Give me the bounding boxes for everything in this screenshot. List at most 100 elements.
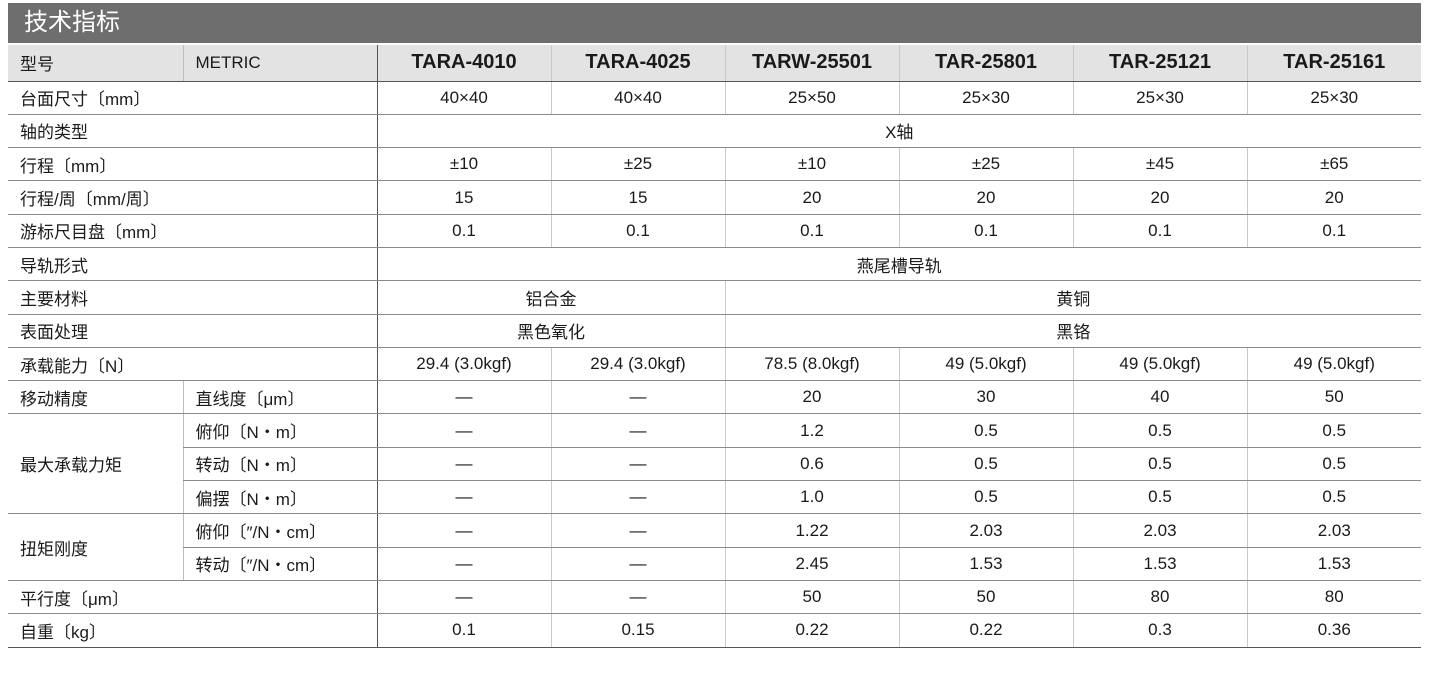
cell: —: [376, 547, 551, 581]
row-label: 游标尺目盘〔mm〕: [8, 214, 377, 248]
cell: 40×40: [376, 81, 551, 115]
row: 台面尺寸〔mm〕 40×40 40×40 25×50 25×30 25×30 25×30: [8, 81, 1421, 115]
cell: 燕尾槽导轨: [376, 247, 1421, 282]
cell: —: [376, 413, 551, 448]
cell: 78.5 (8.0kgf): [724, 347, 899, 382]
row: 行程/周〔mm/周〕 15 15 20 20 20 20: [8, 180, 1421, 215]
sub-label: 偏摆〔N・m〕: [182, 480, 377, 515]
cell: 1.53: [1246, 547, 1421, 581]
cell: 0.1: [1072, 214, 1247, 248]
cell: —: [550, 447, 725, 482]
cell: —: [376, 447, 551, 482]
cell: 0.1: [898, 214, 1073, 248]
sub-label: 俯仰〔N・m〕: [182, 413, 377, 448]
cell: 2.45: [724, 547, 899, 581]
cell: 50: [724, 580, 899, 615]
header-label: 型号: [8, 45, 183, 82]
cell: 0.22: [724, 613, 899, 648]
row-label: 移动精度: [8, 380, 183, 415]
row: 导轨形式 燕尾槽导轨: [8, 247, 1421, 282]
cell: 0.15: [550, 613, 725, 648]
cell: 50: [898, 580, 1073, 615]
cell: 25×30: [1072, 81, 1247, 115]
cell: 0.5: [898, 413, 1073, 448]
cell: 1.2: [724, 413, 899, 448]
row-label: 台面尺寸〔mm〕: [8, 81, 377, 115]
cell: 0.3: [1072, 613, 1247, 648]
cell: 0.5: [1072, 480, 1247, 515]
row-label: 自重〔kg〕: [8, 613, 377, 648]
model-header: TARA-4010: [376, 45, 551, 82]
cell: 2.03: [1072, 513, 1247, 548]
row-label: 主要材料: [8, 280, 377, 315]
cell: —: [550, 580, 725, 615]
row: 转动〔″/N・cm〕 — —2.45 1.53 1.53 1.53: [8, 547, 1421, 581]
sub-label: 转动〔N・m〕: [182, 447, 377, 482]
cell: 25×30: [898, 81, 1073, 115]
cell: 0.1: [376, 214, 551, 248]
cell: ±65: [1246, 147, 1421, 182]
cell: 1.22: [724, 513, 899, 548]
row: 承载能力〔N〕 29.4 (3.0kgf) 29.4 (3.0kgf) 78.5 (8…: [8, 347, 1421, 382]
cell: 0.5: [1246, 480, 1421, 515]
cell: 0.5: [1246, 413, 1421, 448]
table-body: 型号 METRIC TARA-4010 TARA-4025 TARW-25501 TAR-…: [8, 45, 1421, 648]
cell: 15: [376, 180, 551, 215]
cell: 黄铜: [724, 280, 1421, 315]
row: 行程〔mm〕 ±10 ±25 ±10 ±25 ±45 ±65: [8, 147, 1421, 182]
cell: 0.5: [1072, 447, 1247, 482]
cell: 0.1: [376, 613, 551, 648]
cell: ±25: [898, 147, 1073, 182]
cell: 30: [898, 380, 1073, 415]
sub-label: 转动〔″/N・cm〕: [182, 547, 377, 581]
row-label: 平行度〔μm〕: [8, 580, 377, 615]
cell: —: [376, 580, 551, 615]
cell: X轴: [376, 114, 1421, 149]
model-header: TARW-25501: [724, 45, 899, 82]
cell: 0.5: [898, 480, 1073, 515]
row-label: 轴的类型: [8, 114, 377, 149]
cell: 20: [1072, 180, 1247, 215]
cell: 25×50: [724, 81, 899, 115]
cell: 1.53: [1072, 547, 1247, 581]
model-header: TAR-25801: [898, 45, 1073, 82]
cell: 0.36: [1246, 613, 1421, 648]
cell: 0.5: [898, 447, 1073, 482]
header-row: 型号 METRIC TARA-4010 TARA-4025 TARW-25501 TAR-…: [8, 45, 1421, 82]
cell: —: [550, 480, 725, 515]
cell: 29.4 (3.0kgf): [550, 347, 725, 382]
cell: 20: [724, 380, 899, 415]
row: 平行度〔μm〕 — —50 50 80 80: [8, 580, 1421, 615]
cell: ±10: [724, 147, 899, 182]
cell: 80: [1072, 580, 1247, 615]
cell: 49 (5.0kgf): [1072, 347, 1247, 382]
cell: 20: [724, 180, 899, 215]
cell: —: [550, 547, 725, 581]
row: 偏摆〔N・m〕 — —1.0 0.5 0.5 0.5: [8, 480, 1421, 515]
row-label: 表面处理: [8, 314, 377, 348]
cell: 0.1: [550, 214, 725, 248]
row-label: 扭矩刚度: [8, 513, 183, 581]
row-label: 承载能力〔N〕: [8, 347, 377, 382]
row: 扭矩刚度 俯仰〔″/N・cm〕 — —1.22 2.03 2.03 2.03: [8, 513, 1421, 581]
cell: —: [550, 380, 725, 415]
row: 游标尺目盘〔mm〕 0.1 0.1 0.1 0.1 0.1 0.1: [8, 214, 1421, 248]
row-label: 最大承载力矩: [8, 413, 183, 515]
cell: 0.1: [724, 214, 899, 248]
cell: 20: [1246, 180, 1421, 215]
cell: ±25: [550, 147, 725, 182]
cell: 80: [1246, 580, 1421, 615]
row: 转动〔N・m〕 — —0.6 0.5 0.5 0.5: [8, 447, 1421, 482]
row: 轴的类型 X轴: [8, 114, 1421, 149]
row: 主要材料 铝合金 黄铜: [8, 280, 1421, 315]
cell: 20: [898, 180, 1073, 215]
cell: 0.5: [1246, 447, 1421, 482]
header-label: METRIC: [182, 45, 377, 82]
cell: 黑色氧化: [376, 314, 725, 348]
cell: —: [376, 513, 551, 548]
title-bar: 技术指标: [8, 3, 1421, 43]
cell: —: [376, 380, 551, 415]
cell: 1.53: [898, 547, 1073, 581]
cell: 0.6: [724, 447, 899, 482]
